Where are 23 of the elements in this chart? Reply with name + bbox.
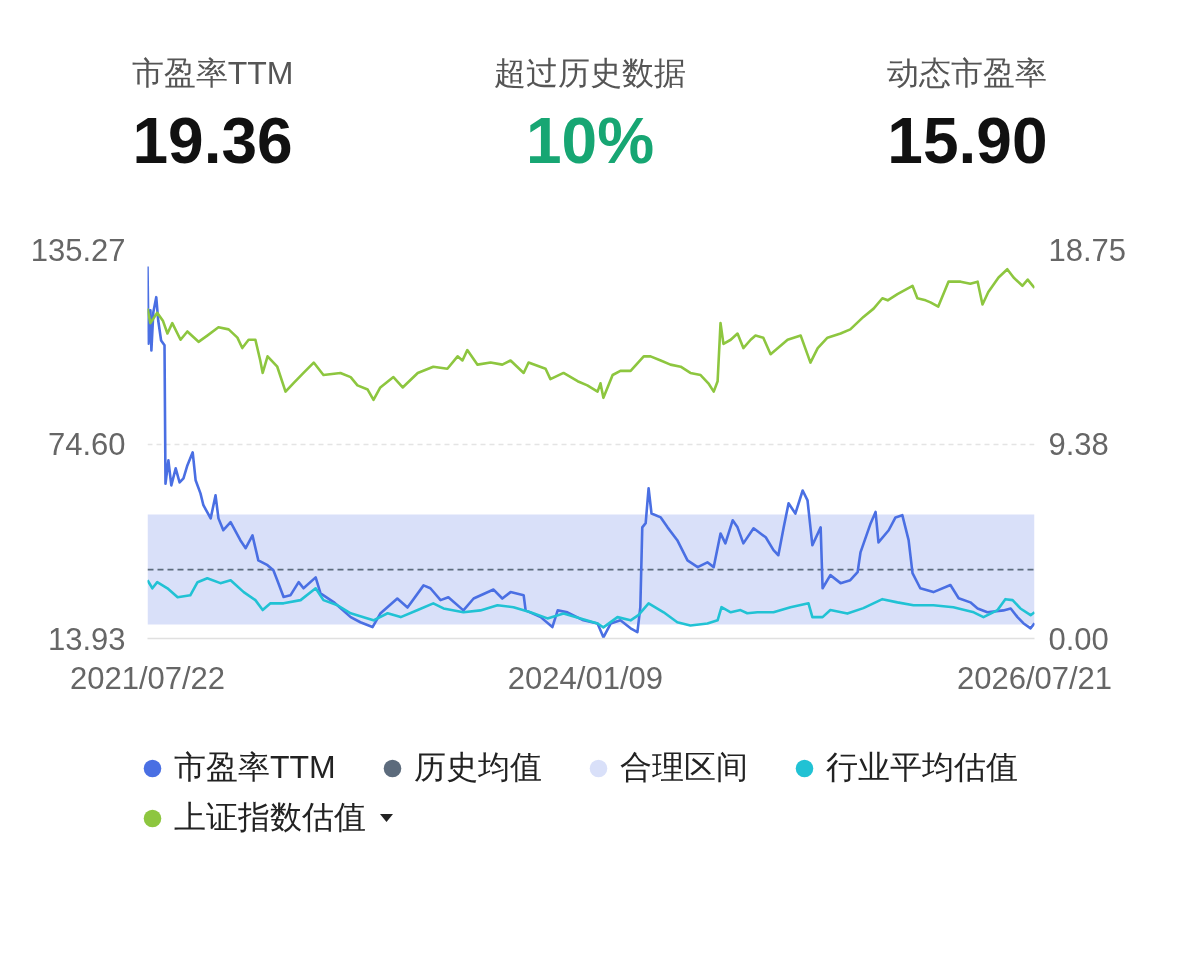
legend-label: 合理区间 [619, 748, 748, 787]
y-tick-label: 74.60 [47, 427, 126, 462]
category-label: 市盈率TTM [131, 54, 294, 91]
x-tick-label: 2024/01/09 [507, 660, 663, 696]
y-tick-label: 135.27 [30, 232, 126, 268]
x-tick-label: 2021/07/22 [69, 660, 226, 696]
legend-label: 上证指数估值 [174, 798, 366, 837]
line-series [147, 265, 1035, 639]
y-tick-label: 13.93 [47, 621, 126, 657]
legend-label: 市盈率TTM [174, 748, 336, 787]
y2-tick-label: 0.00 [1048, 621, 1109, 657]
y2-tick-label: 18.75 [1048, 232, 1127, 268]
legend-label: 历史均值 [413, 748, 542, 787]
legend-label: 行业平均估值 [825, 748, 1018, 787]
y2-tick-label: 9.38 [1048, 426, 1109, 462]
text: 19.36 [132, 105, 293, 178]
category-label: 动态市盈率 [887, 54, 1048, 91]
text: 15.90 [887, 105, 1048, 178]
line-series [147, 267, 1035, 402]
x-tick-label: 2026/07/21 [956, 660, 1113, 696]
line-series [147, 577, 1035, 629]
text: 10% [525, 104, 655, 177]
category-label: 超过历史数据 [494, 54, 686, 91]
